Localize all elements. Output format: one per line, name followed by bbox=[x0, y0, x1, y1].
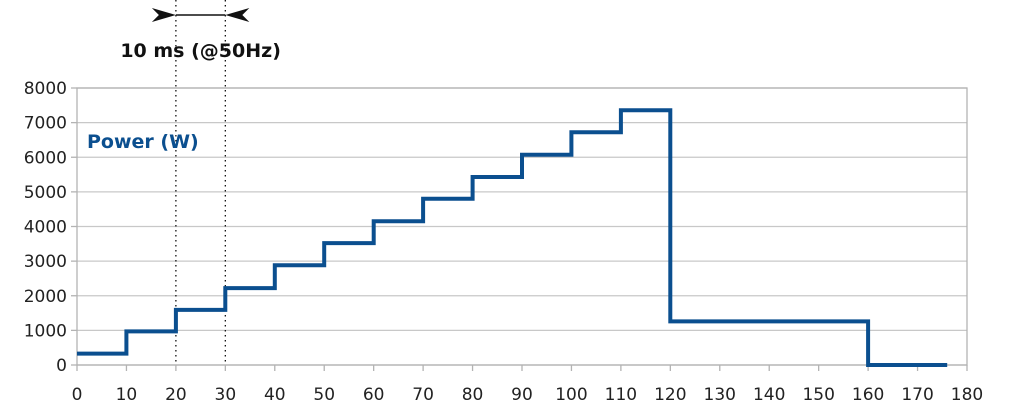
x-tick-label: 20 bbox=[165, 385, 187, 405]
x-tick-label: 60 bbox=[363, 385, 385, 405]
x-tick-label: 180 bbox=[951, 385, 983, 405]
x-tick-label: 30 bbox=[215, 385, 237, 405]
x-tick-label: 130 bbox=[704, 385, 736, 405]
x-tick-label: 110 bbox=[605, 385, 637, 405]
y-tick-label: 7000 bbox=[24, 114, 67, 134]
series-line-power bbox=[77, 108, 948, 367]
y-tick-label: 2000 bbox=[24, 287, 67, 307]
x-tick-label: 100 bbox=[555, 385, 587, 405]
annotation-left-arrowhead bbox=[151, 8, 176, 22]
y-tick-label: 6000 bbox=[24, 148, 67, 168]
annotation: 10 ms (@50Hz) bbox=[120, 0, 281, 365]
x-tick-label: 40 bbox=[264, 385, 286, 405]
x-tick-label: 160 bbox=[852, 385, 884, 405]
axis-ticks bbox=[71, 87, 968, 371]
y-tick-label: 3000 bbox=[24, 252, 67, 272]
x-tick-label: 10 bbox=[116, 385, 138, 405]
y-tick-label: 8000 bbox=[24, 79, 67, 99]
x-tick-label: 70 bbox=[412, 385, 434, 405]
x-tick-label: 50 bbox=[313, 385, 335, 405]
y-tick-label: 5000 bbox=[24, 183, 67, 203]
y-tick-label: 4000 bbox=[24, 218, 67, 238]
series: Power (W) bbox=[77, 108, 948, 367]
x-tick-label: 120 bbox=[654, 385, 686, 405]
x-tick-label: 150 bbox=[802, 385, 834, 405]
x-tick-label: 140 bbox=[753, 385, 785, 405]
x-tick-label: 90 bbox=[511, 385, 533, 405]
x-tick-label: 80 bbox=[462, 385, 484, 405]
grid bbox=[77, 87, 967, 366]
annotation-right-arrowhead bbox=[225, 8, 250, 22]
x-tick-label: 170 bbox=[901, 385, 933, 405]
x-tick-label: 0 bbox=[72, 385, 83, 405]
series-label: Power (W) bbox=[87, 131, 199, 153]
y-tick-label: 0 bbox=[56, 356, 67, 376]
y-tick-label: 1000 bbox=[24, 321, 67, 341]
annotation-label: 10 ms (@50Hz) bbox=[120, 40, 281, 62]
axis-tick-labels: 0 1000 2000 3000 4000 5000 6000 7000 8000 0 10 20 30… bbox=[24, 79, 983, 405]
